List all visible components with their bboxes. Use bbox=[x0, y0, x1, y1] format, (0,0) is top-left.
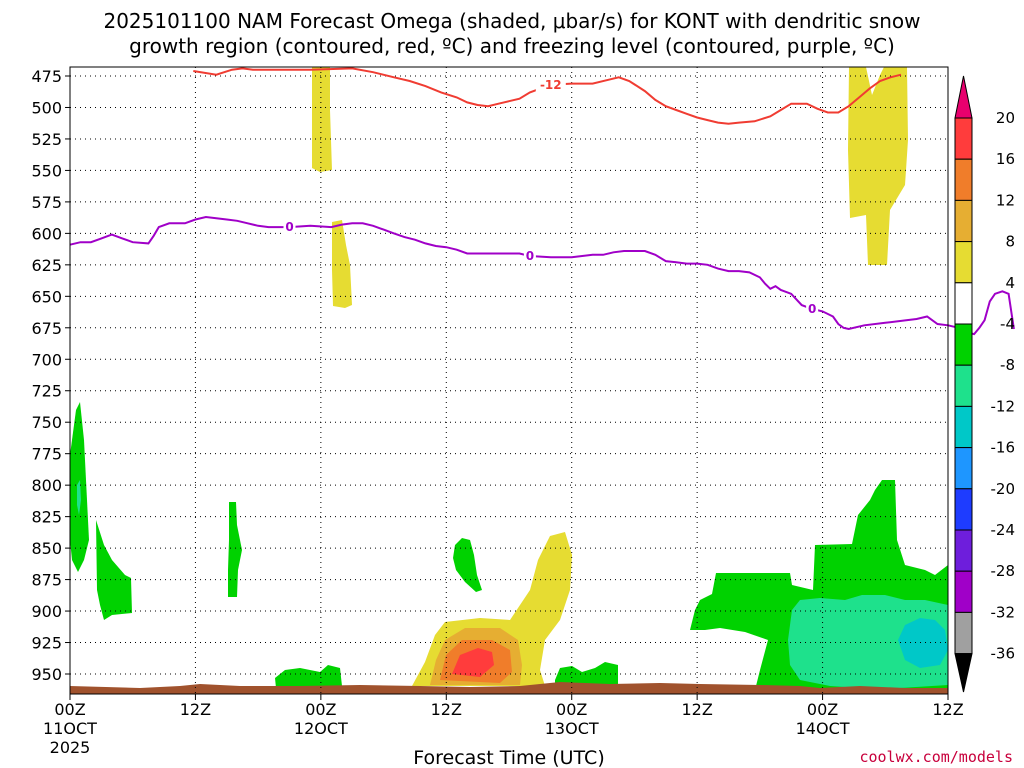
x-tick-label: 2025 bbox=[50, 738, 91, 757]
colorbar-label: -36 bbox=[991, 645, 1016, 663]
colorbar-bin bbox=[954, 405, 973, 449]
colorbar-bottom-arrow bbox=[954, 653, 973, 693]
x-axis-title: Forecast Time (UTC) bbox=[413, 747, 604, 768]
contour-label-bg bbox=[283, 220, 296, 235]
colorbar-bin bbox=[954, 529, 973, 572]
site-credit: coolwx.com/models bbox=[859, 748, 1013, 766]
omega-region-left-teal bbox=[77, 480, 81, 515]
y-tick-label: 650 bbox=[31, 287, 62, 306]
colorbar-label: -32 bbox=[991, 603, 1016, 621]
x-tick-label: 11OCT bbox=[43, 719, 97, 738]
x-tick-label: 12Z bbox=[431, 700, 462, 719]
colorbar-label: 16 bbox=[996, 150, 1015, 168]
colorbar-label: 20 bbox=[996, 109, 1015, 127]
y-tick-label: 875 bbox=[31, 571, 62, 590]
contour-label-bg bbox=[523, 249, 536, 264]
colorbar-label: 8 bbox=[1005, 233, 1015, 251]
chart-title-line-1: 2025101100 NAM Forecast Omega (shaded, μ… bbox=[103, 9, 920, 33]
colorbar-label: -16 bbox=[991, 439, 1016, 457]
contour-label-bg bbox=[806, 301, 819, 316]
omega-region-yellow-top-right bbox=[848, 67, 908, 265]
colorbar-label: -24 bbox=[991, 521, 1016, 539]
colorbar-label: -28 bbox=[991, 562, 1016, 580]
omega-region-left-green-2 bbox=[96, 520, 132, 620]
omega-region-yellow-top-2 bbox=[332, 220, 352, 308]
y-tick-label: 850 bbox=[31, 539, 62, 558]
colorbar-label: -20 bbox=[991, 480, 1016, 498]
y-tick-label: 925 bbox=[31, 634, 62, 653]
y-axis: 475 500 525 550 575 600 625 650 675 700 725 750 775 8… bbox=[31, 67, 70, 684]
contour-label: 0 bbox=[526, 249, 534, 263]
plot-frame bbox=[69, 66, 949, 695]
contour-label: 0 bbox=[285, 220, 293, 234]
isotherm-line bbox=[193, 67, 902, 125]
y-tick-label: 825 bbox=[31, 508, 62, 527]
y-tick-label: 575 bbox=[31, 193, 62, 212]
y-tick-label: 675 bbox=[31, 319, 62, 338]
y-tick-label: 750 bbox=[31, 413, 62, 432]
omega-region-green-spot-13 bbox=[555, 662, 618, 688]
x-tick-label: 14OCT bbox=[796, 719, 850, 738]
y-tick-label: 525 bbox=[31, 130, 62, 149]
y-tick-label: 600 bbox=[31, 224, 62, 243]
colorbar-bin bbox=[954, 488, 973, 531]
y-tick-label: 625 bbox=[31, 256, 62, 275]
isotherm-contours: -12 0 0 0 bbox=[69, 67, 1015, 336]
y-tick-label: 550 bbox=[31, 161, 62, 180]
colorbar-bin bbox=[954, 323, 973, 366]
colorbar-bin bbox=[954, 282, 973, 325]
omega-shading bbox=[70, 67, 948, 690]
x-tick-label: 12Z bbox=[180, 700, 211, 719]
colorbar-label: -8 bbox=[1000, 356, 1015, 374]
y-tick-label: 900 bbox=[31, 602, 62, 621]
colorbar-bin bbox=[954, 570, 973, 613]
contour-label: 0 bbox=[808, 302, 816, 316]
colorbar-bin bbox=[954, 611, 973, 655]
omega-region-green-blob-center bbox=[453, 538, 482, 592]
x-tick-label: 00Z bbox=[807, 700, 838, 719]
x-tick-label: 13OCT bbox=[545, 719, 599, 738]
colorbar-label: 12 bbox=[996, 191, 1015, 209]
colorbar-top-arrow bbox=[954, 75, 973, 119]
omega-region-green-spot-12z bbox=[228, 502, 242, 597]
x-tick-label: 12Z bbox=[932, 700, 963, 719]
colorbar: 20 16 12 8 4 -4 -8 -12 -16 -20 -24 -28 -32 -36 bbox=[954, 75, 1016, 693]
omega-region-cyan-core bbox=[898, 618, 948, 668]
y-tick-label: 725 bbox=[31, 382, 62, 401]
colorbar-bin bbox=[954, 199, 973, 243]
colorbar-bin bbox=[954, 158, 973, 201]
omega-region-red-core bbox=[452, 648, 494, 677]
y-tick-label: 775 bbox=[31, 445, 62, 464]
x-tick-label: 00Z bbox=[54, 700, 85, 719]
y-tick-label: 800 bbox=[31, 476, 62, 495]
colorbar-label: -4 bbox=[1000, 315, 1015, 333]
y-tick-label: 475 bbox=[31, 67, 62, 86]
colorbar-bin bbox=[954, 241, 973, 284]
y-tick-label: 500 bbox=[31, 98, 62, 117]
x-tick-label: 00Z bbox=[305, 700, 336, 719]
terrain bbox=[70, 682, 948, 694]
contour-label-bg bbox=[535, 77, 566, 92]
omega-region-yellow-top-1 bbox=[312, 67, 332, 172]
colorbar-label: 4 bbox=[1005, 274, 1015, 292]
chart-title-line-2: growth region (contoured, red, ºC) and f… bbox=[129, 34, 895, 58]
colorbar-bin bbox=[954, 364, 973, 407]
colorbar-bin bbox=[954, 117, 973, 160]
colorbar-label: -12 bbox=[991, 397, 1016, 415]
y-tick-label: 700 bbox=[31, 350, 62, 369]
contour-label: -12 bbox=[540, 78, 562, 92]
isotherm-line bbox=[69, 215, 1015, 336]
y-tick-label: 950 bbox=[31, 665, 62, 684]
omega-region-teal-right bbox=[788, 595, 948, 688]
colorbar-bin bbox=[954, 447, 973, 490]
x-tick-label: 12OCT bbox=[294, 719, 348, 738]
x-tick-label: 12Z bbox=[681, 700, 712, 719]
x-tick-label: 00Z bbox=[556, 700, 587, 719]
omega-region-green-00z12 bbox=[275, 665, 342, 688]
